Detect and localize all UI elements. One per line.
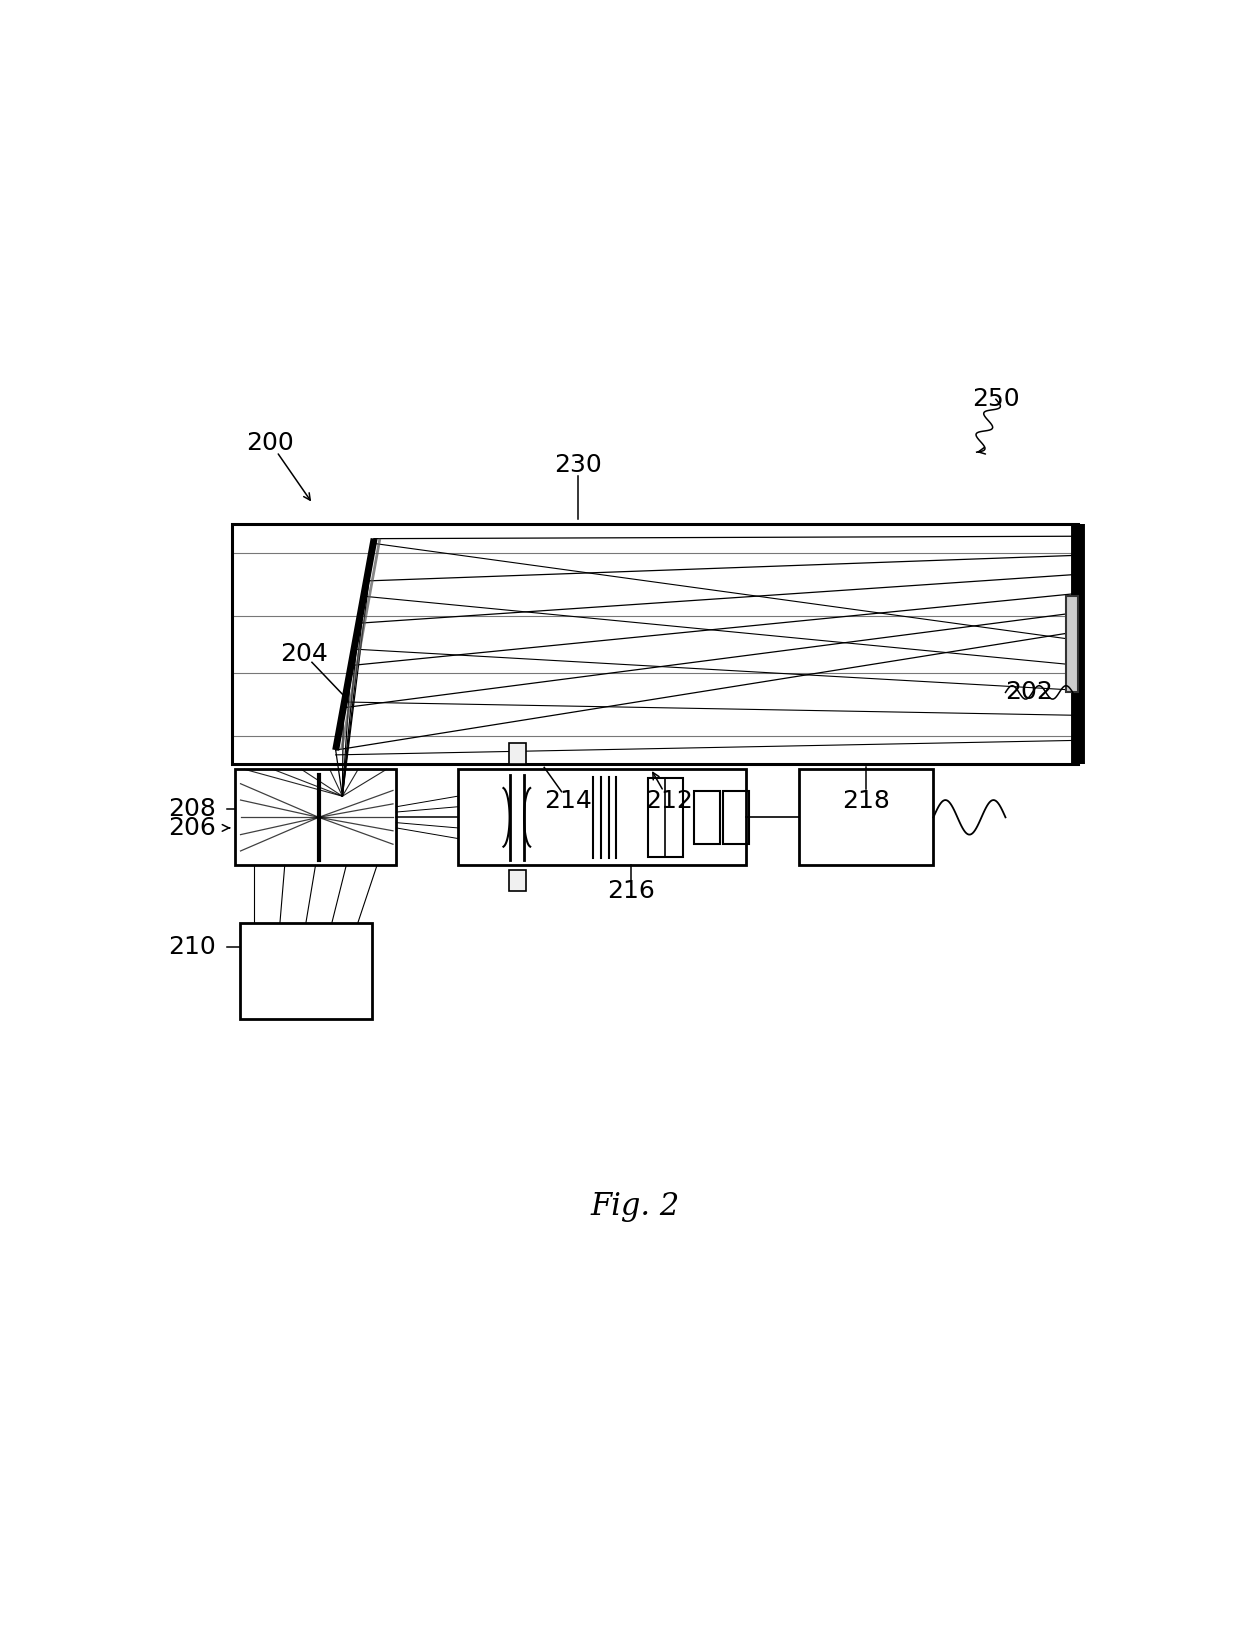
Text: 202: 202 [1006, 681, 1053, 705]
Bar [239, 923, 372, 1019]
Text: 204: 204 [280, 641, 327, 666]
Bar [799, 770, 934, 866]
Bar [234, 770, 397, 866]
Bar [723, 791, 749, 843]
Text: 218: 218 [842, 790, 890, 812]
Text: Fig. 2: Fig. 2 [591, 1192, 680, 1223]
Text: 230: 230 [554, 453, 601, 477]
Bar [508, 871, 526, 892]
Bar [458, 770, 746, 866]
Text: 212: 212 [645, 790, 693, 812]
Bar [232, 524, 1078, 765]
Bar [694, 791, 720, 843]
Text: 200: 200 [247, 430, 294, 454]
Bar [508, 744, 526, 765]
Bar [649, 778, 682, 856]
Text: 208: 208 [167, 796, 216, 821]
Bar [1066, 596, 1078, 692]
Text: 216: 216 [606, 879, 655, 904]
Text: 206: 206 [167, 816, 216, 840]
Text: 210: 210 [167, 934, 216, 959]
Text: 250: 250 [972, 387, 1019, 412]
Text: 214: 214 [544, 790, 593, 812]
